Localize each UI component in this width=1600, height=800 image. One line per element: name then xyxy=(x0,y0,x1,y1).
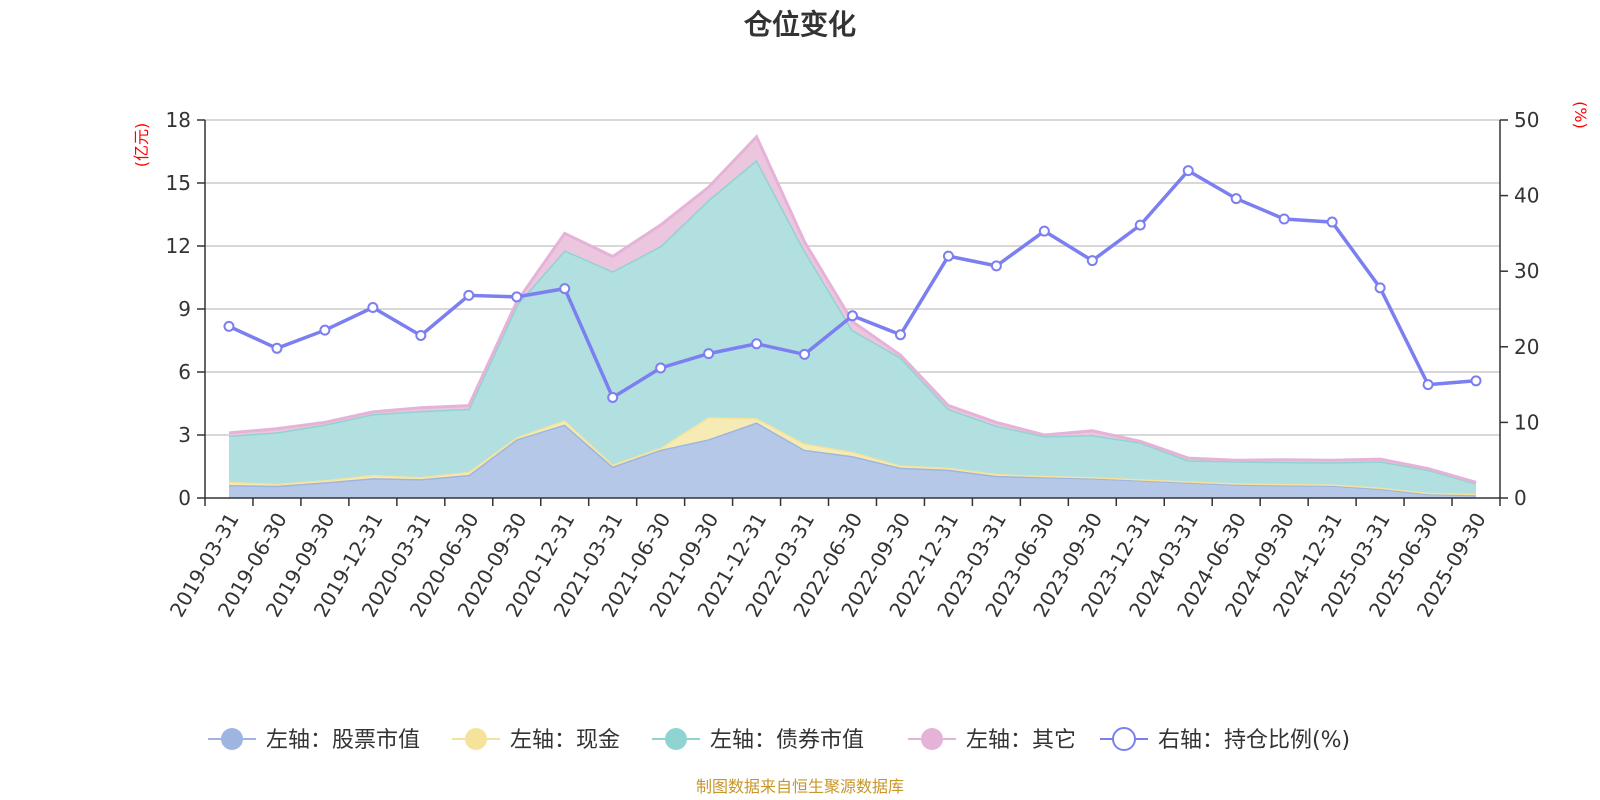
left-tick-label: 0 xyxy=(178,486,191,510)
holding-ratio-point xyxy=(655,362,667,374)
holding-ratio-point xyxy=(511,291,523,303)
holding-ratio-point xyxy=(607,391,619,403)
holding-ratio-point xyxy=(942,250,954,262)
right-tick-label: 10 xyxy=(1514,410,1539,434)
legend: 左轴：股票市值 左轴：现金 左轴：债券市值 左轴：其它 右轴：持仓比例(%) xyxy=(208,727,1350,753)
stacked-areas xyxy=(228,134,1477,498)
left-tick-label: 18 xyxy=(166,108,191,132)
legend-label: 左轴：股票市值 xyxy=(266,728,420,753)
legend-label: 左轴：其它 xyxy=(966,728,1076,753)
right-tick-label: 0 xyxy=(1514,486,1527,510)
holding-ratio-point xyxy=(463,289,475,301)
holding-ratio-point xyxy=(1038,225,1050,237)
ratio-line-layer xyxy=(223,165,1482,403)
right-axis-unit: (%) xyxy=(1571,101,1590,129)
chart-title: 仓位变化 xyxy=(744,8,856,41)
area-2 xyxy=(229,159,1476,494)
holding-ratio-point xyxy=(1230,193,1242,205)
right-tick-label: 20 xyxy=(1514,335,1539,359)
gridlines xyxy=(205,119,1500,436)
holding-ratio-point xyxy=(1134,219,1146,231)
left-tick-label: 6 xyxy=(178,360,191,384)
holding-ratio-point xyxy=(1422,379,1434,391)
holding-ratio-point xyxy=(415,329,427,341)
holding-ratio-point xyxy=(703,348,715,360)
left-tick-label: 12 xyxy=(166,234,191,258)
left-tick-label: 15 xyxy=(166,171,191,195)
area-1 xyxy=(229,417,1476,495)
holding-ratio-point xyxy=(1278,213,1290,225)
right-tick-label: 40 xyxy=(1514,184,1539,208)
holding-ratio-point xyxy=(559,283,571,295)
holding-ratio-point xyxy=(271,342,283,354)
right-tick-label: 30 xyxy=(1514,259,1539,283)
left-axis-unit: (亿元) xyxy=(132,123,151,168)
left-tick-label: 9 xyxy=(178,297,191,321)
holding-ratio-point xyxy=(1086,255,1098,267)
area-0 xyxy=(229,422,1476,498)
legend-marker xyxy=(665,728,687,750)
holding-ratio-point xyxy=(1326,216,1338,228)
holding-ratio-point xyxy=(223,320,235,332)
holding-ratio-point xyxy=(799,348,811,360)
left-tick-label: 3 xyxy=(178,423,191,447)
holding-ratio-point xyxy=(990,260,1002,272)
right-tick-label: 50 xyxy=(1514,108,1539,132)
legend-marker xyxy=(1112,727,1136,751)
holding-ratio-point xyxy=(847,310,858,322)
holding-ratio-point xyxy=(367,301,379,313)
legend-marker xyxy=(221,728,243,750)
area-edge-3 xyxy=(228,134,1477,484)
legend-marker xyxy=(465,728,487,750)
legend-label: 左轴：债券市值 xyxy=(710,728,864,753)
legend-label: 右轴：持仓比例(%) xyxy=(1158,728,1350,753)
source-note: 制图数据来自恒生聚源数据库 xyxy=(696,777,904,796)
holding-ratio-point xyxy=(894,329,906,341)
holding-ratio-point xyxy=(751,338,763,350)
holding-ratio-point xyxy=(1182,165,1194,177)
holding-ratio-point xyxy=(319,324,331,336)
holding-ratio-point xyxy=(1374,282,1386,294)
holding-ratio-point xyxy=(1470,375,1482,387)
legend-label: 左轴：现金 xyxy=(510,728,620,753)
legend-marker xyxy=(921,728,943,750)
